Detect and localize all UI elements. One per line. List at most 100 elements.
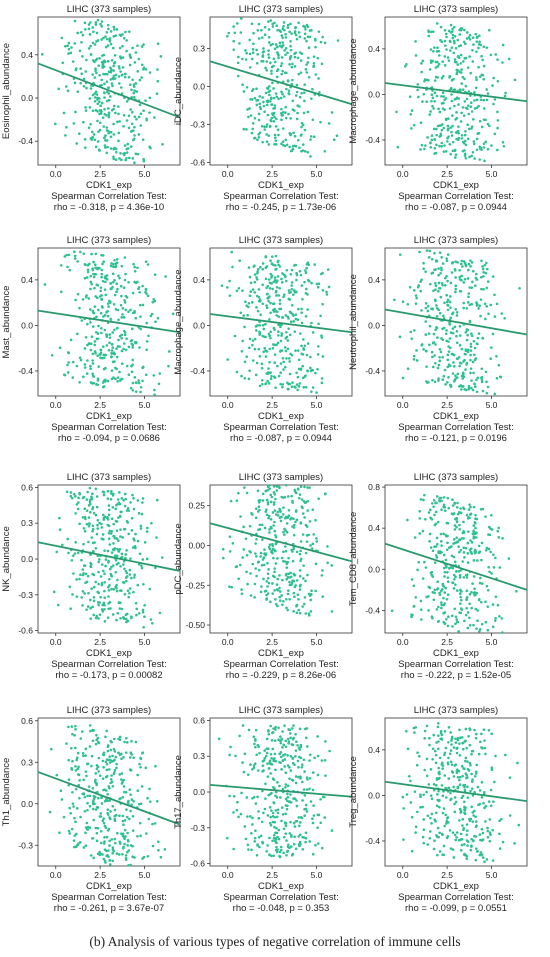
- scatter-point: [93, 350, 97, 353]
- scatter-point: [93, 76, 97, 79]
- scatter-point: [475, 78, 478, 82]
- scatter-point: [73, 19, 77, 23]
- scatter-point: [266, 577, 270, 580]
- scatter-point: [452, 746, 456, 749]
- scatter-point: [107, 508, 111, 512]
- scatter-point: [296, 104, 300, 107]
- scatter-point: [121, 56, 125, 59]
- scatter-point: [460, 796, 464, 800]
- scatter-point: [148, 145, 151, 149]
- scatter-point: [287, 327, 290, 330]
- panel-frame: [37, 717, 181, 867]
- scatter-point: [102, 765, 105, 769]
- scatter-point: [433, 380, 437, 384]
- scatter-point: [114, 377, 117, 381]
- scatter-point: [135, 117, 138, 121]
- scatter-point: [232, 811, 235, 814]
- scatter-point: [271, 582, 274, 585]
- scatter-point: [304, 831, 308, 835]
- scatter-point: [304, 315, 308, 318]
- scatter-point: [447, 506, 451, 510]
- scatter-point: [167, 350, 171, 353]
- scatter-point: [114, 755, 118, 759]
- scatter-point: [133, 309, 136, 313]
- y-axis-label: pDC_abundance: [173, 523, 184, 594]
- scatter-point: [424, 306, 428, 310]
- scatter-point: [272, 786, 275, 789]
- scatter-point: [441, 327, 444, 331]
- scatter-point: [226, 34, 229, 38]
- scatter-point: [74, 68, 78, 72]
- scatter-point: [132, 91, 136, 95]
- scatter-point: [320, 334, 323, 338]
- scatter-point: [293, 52, 296, 56]
- scatter-point: [435, 608, 439, 611]
- scatter-point: [451, 36, 455, 40]
- scatter-point: [279, 796, 282, 799]
- scatter-point: [74, 728, 77, 731]
- scatter-point: [434, 343, 437, 346]
- scatter-point: [479, 298, 483, 301]
- scatter-point: [155, 92, 159, 96]
- scatter-point: [112, 69, 115, 72]
- scatter-point: [276, 808, 280, 812]
- scatter-point: [478, 581, 482, 585]
- scatter-point: [268, 528, 271, 531]
- scatter-point: [489, 804, 493, 808]
- scatter-point: [437, 289, 440, 293]
- scatter-point: [132, 507, 136, 511]
- scatter-point: [266, 592, 270, 595]
- scatter-point: [465, 363, 468, 366]
- scatter-point: [139, 527, 143, 530]
- scatter-point: [494, 616, 497, 620]
- scatter-point: [106, 72, 109, 76]
- scatter-point: [299, 816, 303, 819]
- scatter-point: [113, 750, 117, 753]
- scatter-point: [96, 523, 99, 527]
- scatter-point: [91, 93, 95, 97]
- scatter-point: [435, 94, 439, 98]
- scatter-point: [241, 724, 245, 727]
- x-axis-label: CDK1_exp: [433, 411, 479, 422]
- scatter-point: [107, 524, 111, 528]
- scatter-point: [482, 802, 485, 805]
- scatter-point: [256, 28, 260, 32]
- scatter-point: [255, 537, 258, 541]
- scatter-point: [492, 566, 496, 569]
- scatter-point: [108, 543, 112, 546]
- scatter-point: [273, 509, 277, 512]
- scatter-point: [261, 492, 265, 496]
- scatter-point: [111, 84, 114, 88]
- scatter-point: [141, 379, 144, 383]
- scatter-point: [321, 569, 324, 572]
- scatter-point: [119, 535, 122, 538]
- scatter-point: [488, 818, 492, 821]
- scatter-point: [118, 82, 121, 85]
- scatter-point: [446, 381, 449, 384]
- scatter-point: [414, 831, 417, 834]
- scatter-point: [441, 811, 445, 815]
- scatter-point: [492, 76, 495, 80]
- scatter-point: [91, 605, 94, 609]
- scatter-point: [259, 551, 263, 555]
- scatter-point: [445, 796, 448, 799]
- scatter-point: [289, 273, 293, 276]
- scatter-point: [127, 126, 131, 130]
- scatter-point: [285, 606, 288, 610]
- scatter-point: [469, 71, 473, 75]
- scatter-point: [268, 821, 272, 825]
- scatter-point: [66, 363, 69, 367]
- scatter-point: [311, 118, 315, 122]
- scatter-point: [105, 277, 108, 280]
- scatter-panel: LIHC (373 samples)0.0 2.5 5.0-0.40.00.4CDK…: [1, 235, 181, 444]
- scatter-point: [420, 62, 423, 65]
- scatter-point: [251, 339, 255, 342]
- scatter-point: [106, 616, 110, 619]
- scatter-point: [98, 601, 101, 604]
- scatter-point: [125, 850, 129, 854]
- scatter-point: [267, 53, 270, 56]
- scatter-point: [484, 548, 488, 552]
- scatter-point: [469, 547, 473, 551]
- scatter-point: [257, 135, 261, 139]
- scatter-point: [233, 334, 237, 338]
